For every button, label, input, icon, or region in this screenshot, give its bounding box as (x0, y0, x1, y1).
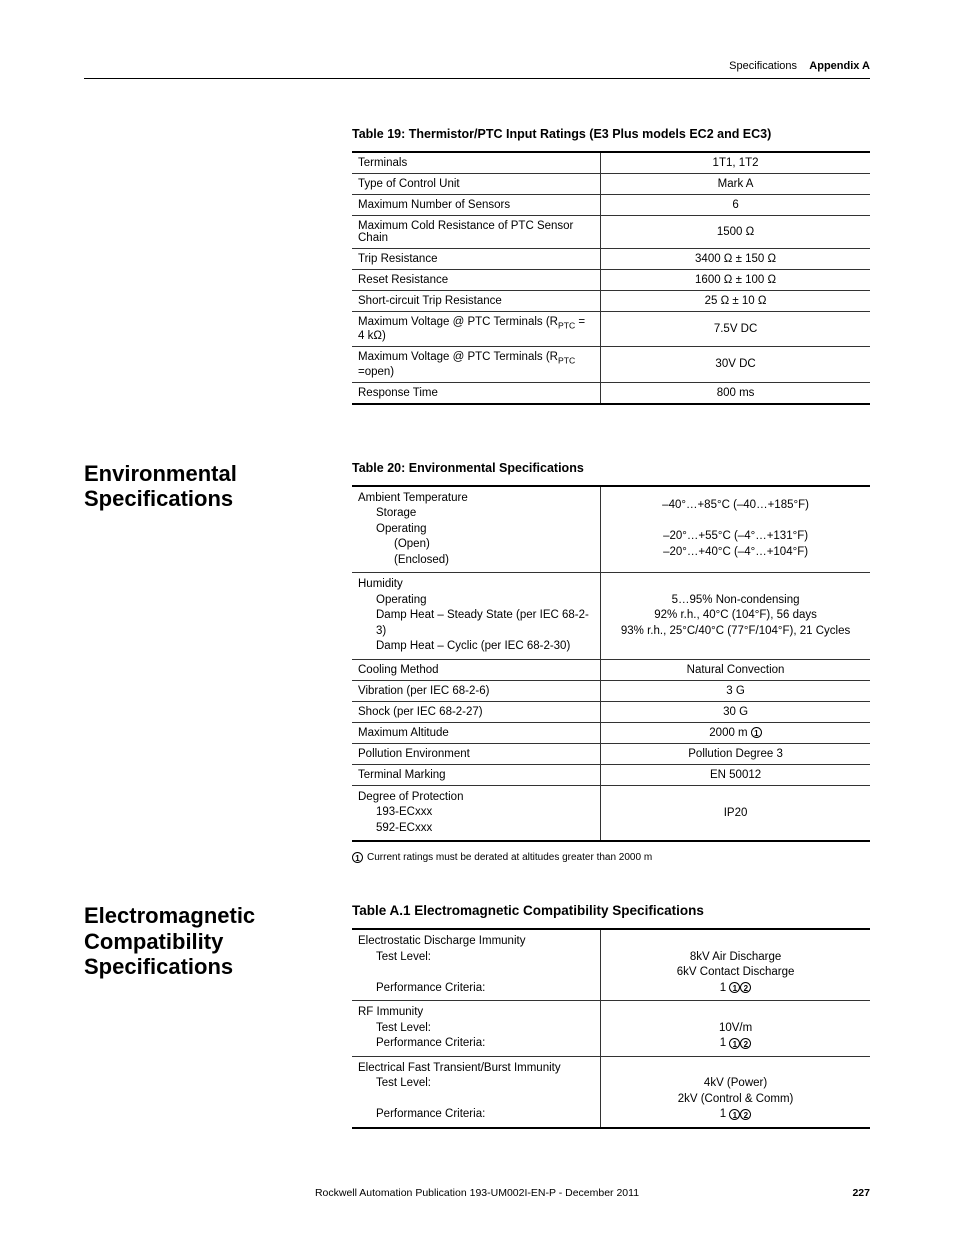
spec-value: 6 (601, 195, 870, 216)
table19-title: Table 19: Thermistor/PTC Input Ratings (… (352, 127, 870, 141)
table-row: Maximum Altitude2000 m 1 (352, 722, 870, 743)
spec-value: 8kV Air Discharge6kV Contact Discharge1 … (601, 929, 870, 1001)
spec-label: Terminal Marking (352, 764, 601, 785)
spec-label: Terminals (352, 152, 601, 174)
table-row: Cooling MethodNatural Convection (352, 659, 870, 680)
emc-section: Electromagnetic Compatibility Specificat… (84, 903, 870, 1129)
page-header: Specifications Appendix A (84, 60, 870, 79)
spec-value: 10V/m1 12 (601, 1001, 870, 1057)
table-row: HumidityOperatingDamp Heat – Steady Stat… (352, 573, 870, 660)
emc-table-title: Table A.1 Electromagnetic Compatibility … (352, 903, 870, 918)
spec-value: 3 G (601, 680, 870, 701)
table-row: Terminal MarkingEN 50012 (352, 764, 870, 785)
spec-value: 5…95% Non-condensing92% r.h., 40°C (104°… (601, 573, 870, 660)
table-row: Shock (per IEC 68-2-27)30 G (352, 701, 870, 722)
spec-label: Maximum Voltage @ PTC Terminals (RPTC = … (352, 312, 601, 347)
table-row: Degree of Protection193-ECxxx592-ECxxxIP… (352, 785, 870, 841)
table20: Ambient TemperatureStorageOperating(Open… (352, 485, 870, 843)
spec-label: Electrical Fast Transient/Burst Immunity… (352, 1056, 601, 1128)
spec-value: Natural Convection (601, 659, 870, 680)
table-row: Reset Resistance1600 Ω ± 100 Ω (352, 270, 870, 291)
table-row: Electrostatic Discharge ImmunityTest Lev… (352, 929, 870, 1001)
table-a1: Electrostatic Discharge ImmunityTest Lev… (352, 928, 870, 1129)
spec-label: Shock (per IEC 68-2-27) (352, 701, 601, 722)
spec-label: Trip Resistance (352, 249, 601, 270)
header-section: Specifications (729, 60, 797, 72)
spec-value: 30 G (601, 701, 870, 722)
table19: Terminals1T1, 1T2Type of Control UnitMar… (352, 151, 870, 405)
table-row: Maximum Voltage @ PTC Terminals (RPTC = … (352, 312, 870, 347)
env-footnote: 1 Current ratings must be derated at alt… (352, 852, 870, 863)
env-section: Environmental Specifications Table 20: E… (84, 461, 870, 864)
spec-value: 1600 Ω ± 100 Ω (601, 270, 870, 291)
spec-label: HumidityOperatingDamp Heat – Steady Stat… (352, 573, 601, 660)
spec-label: Maximum Altitude (352, 722, 601, 743)
header-appendix: Appendix A (809, 60, 870, 72)
footnote-text: Current ratings must be derated at altit… (367, 852, 652, 863)
spec-value: 25 Ω ± 10 Ω (601, 291, 870, 312)
spec-label: Electrostatic Discharge ImmunityTest Lev… (352, 929, 601, 1001)
table-row: Terminals1T1, 1T2 (352, 152, 870, 174)
spec-label: Pollution Environment (352, 743, 601, 764)
spec-label: Reset Resistance (352, 270, 601, 291)
spec-label: RF ImmunityTest Level:Performance Criter… (352, 1001, 601, 1057)
spec-label: Maximum Voltage @ PTC Terminals (RPTC =o… (352, 347, 601, 382)
spec-value: 2000 m 1 (601, 722, 870, 743)
spec-value: –40°…+85°C (–40…+185°F)–20°…+55°C (–4°…+… (601, 486, 870, 573)
spec-value: Mark A (601, 174, 870, 195)
table-row: Maximum Number of Sensors6 (352, 195, 870, 216)
spec-label: Ambient TemperatureStorageOperating(Open… (352, 486, 601, 573)
emc-heading: Electromagnetic Compatibility Specificat… (84, 903, 352, 979)
footer-pub: Rockwell Automation Publication 193-UM00… (124, 1187, 830, 1199)
table-row: Type of Control UnitMark A (352, 174, 870, 195)
spec-label: Maximum Cold Resistance of PTC Sensor Ch… (352, 216, 601, 249)
page-footer: Rockwell Automation Publication 193-UM00… (84, 1187, 870, 1199)
footnote-marker: 1 (352, 852, 363, 863)
table-row: RF ImmunityTest Level:Performance Criter… (352, 1001, 870, 1057)
spec-label: Response Time (352, 382, 601, 404)
spec-value: 800 ms (601, 382, 870, 404)
table-row: Short-circuit Trip Resistance25 Ω ± 10 Ω (352, 291, 870, 312)
spec-label: Cooling Method (352, 659, 601, 680)
spec-value: IP20 (601, 785, 870, 841)
table-row: Electrical Fast Transient/Burst Immunity… (352, 1056, 870, 1128)
spec-label: Maximum Number of Sensors (352, 195, 601, 216)
table19-block: Table 19: Thermistor/PTC Input Ratings (… (352, 127, 870, 405)
spec-value: 7.5V DC (601, 312, 870, 347)
table-row: Vibration (per IEC 68-2-6)3 G (352, 680, 870, 701)
spec-value: 1T1, 1T2 (601, 152, 870, 174)
spec-value: EN 50012 (601, 764, 870, 785)
spec-label: Degree of Protection193-ECxxx592-ECxxx (352, 785, 601, 841)
env-table-title: Table 20: Environmental Specifications (352, 461, 870, 475)
spec-label: Vibration (per IEC 68-2-6) (352, 680, 601, 701)
table-row: Pollution EnvironmentPollution Degree 3 (352, 743, 870, 764)
spec-label: Type of Control Unit (352, 174, 601, 195)
env-heading: Environmental Specifications (84, 461, 352, 512)
table-row: Maximum Cold Resistance of PTC Sensor Ch… (352, 216, 870, 249)
table-row: Maximum Voltage @ PTC Terminals (RPTC =o… (352, 347, 870, 382)
table-row: Response Time800 ms (352, 382, 870, 404)
table-row: Trip Resistance3400 Ω ± 150 Ω (352, 249, 870, 270)
table-row: Ambient TemperatureStorageOperating(Open… (352, 486, 870, 573)
spec-value: 3400 Ω ± 150 Ω (601, 249, 870, 270)
footer-pagenum: 227 (830, 1187, 870, 1199)
spec-value: 1500 Ω (601, 216, 870, 249)
spec-value: Pollution Degree 3 (601, 743, 870, 764)
spec-value: 30V DC (601, 347, 870, 382)
spec-value: 4kV (Power)2kV (Control & Comm)1 12 (601, 1056, 870, 1128)
spec-label: Short-circuit Trip Resistance (352, 291, 601, 312)
